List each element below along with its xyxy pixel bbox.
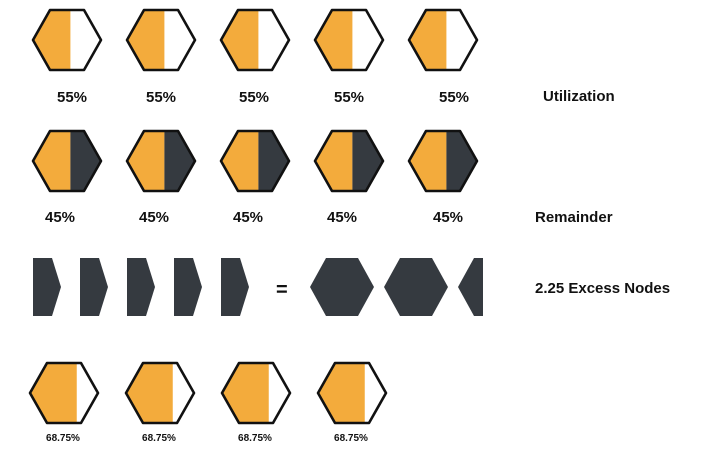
- excess-nodes-label: 2.25 Excess Nodes: [535, 280, 670, 297]
- utilization-fill: [315, 10, 353, 70]
- remainder-percent: 45%: [327, 209, 357, 226]
- utilization-fill: [30, 363, 77, 423]
- excess-node: [310, 258, 374, 316]
- remainder-row: 45% 45% 45% 45% 45% Remainder: [31, 129, 613, 226]
- remainder-fill: [258, 131, 289, 191]
- utilization-percent: 55%: [239, 89, 269, 106]
- utilization-percent: 55%: [439, 89, 469, 106]
- remainder-percent: 45%: [233, 209, 263, 226]
- utilization-row: 55% 55% 55% 55% 55% Utilization: [31, 8, 615, 106]
- excess-row: = 2.25 Excess Nodes: [33, 258, 670, 316]
- result-percent: 68.75%: [238, 433, 272, 444]
- remainder-piece: [221, 258, 249, 316]
- utilization-fill: [409, 10, 447, 70]
- utilization-percent: 55%: [146, 89, 176, 106]
- result-node: [124, 361, 196, 425]
- utilization-node: [313, 8, 385, 72]
- utilization-node: [31, 8, 103, 72]
- remainder-fill: [70, 131, 101, 191]
- utilization-node: [125, 8, 197, 72]
- result-percent: 68.75%: [334, 433, 368, 444]
- result-node: [220, 361, 292, 425]
- remainder-percent: 45%: [139, 209, 169, 226]
- utilization-fill: [221, 10, 259, 70]
- result-node: [316, 361, 388, 425]
- result-percent: 68.75%: [142, 433, 176, 444]
- result-row: 68.75% 68.75% 68.75% 68.75%: [28, 361, 388, 444]
- utilization-fill: [127, 131, 165, 191]
- utilization-percent: 55%: [334, 89, 364, 106]
- remainder-fill: [446, 131, 477, 191]
- remainder-node: [125, 129, 197, 193]
- utilization-fill: [127, 10, 165, 70]
- remainder-label: Remainder: [535, 209, 613, 226]
- utilization-fill: [126, 363, 173, 423]
- remainder-piece: [33, 258, 61, 316]
- remainder-piece: [174, 258, 202, 316]
- remainder-percent: 45%: [433, 209, 463, 226]
- utilization-fill: [221, 131, 259, 191]
- remainder-piece: [80, 258, 108, 316]
- utilization-fill: [33, 10, 71, 70]
- remainder-node: [313, 129, 385, 193]
- remainder-node: [31, 129, 103, 193]
- result-node: [28, 361, 100, 425]
- utilization-node: [219, 8, 291, 72]
- utilization-fill: [33, 131, 71, 191]
- remainder-fill: [352, 131, 383, 191]
- result-percent: 68.75%: [46, 433, 80, 444]
- remainder-node: [219, 129, 291, 193]
- utilization-percent: 55%: [57, 89, 87, 106]
- utilization-fill: [222, 363, 269, 423]
- utilization-node: [407, 8, 479, 72]
- utilization-fill: [315, 131, 353, 191]
- utilization-label: Utilization: [543, 88, 615, 105]
- partial-excess-node: [458, 258, 483, 316]
- remainder-node: [407, 129, 479, 193]
- excess-node: [384, 258, 448, 316]
- equals-sign: =: [276, 279, 288, 301]
- utilization-fill: [409, 131, 447, 191]
- utilization-fill: [318, 363, 365, 423]
- remainder-percent: 45%: [45, 209, 75, 226]
- remainder-piece: [127, 258, 155, 316]
- remainder-fill: [164, 131, 195, 191]
